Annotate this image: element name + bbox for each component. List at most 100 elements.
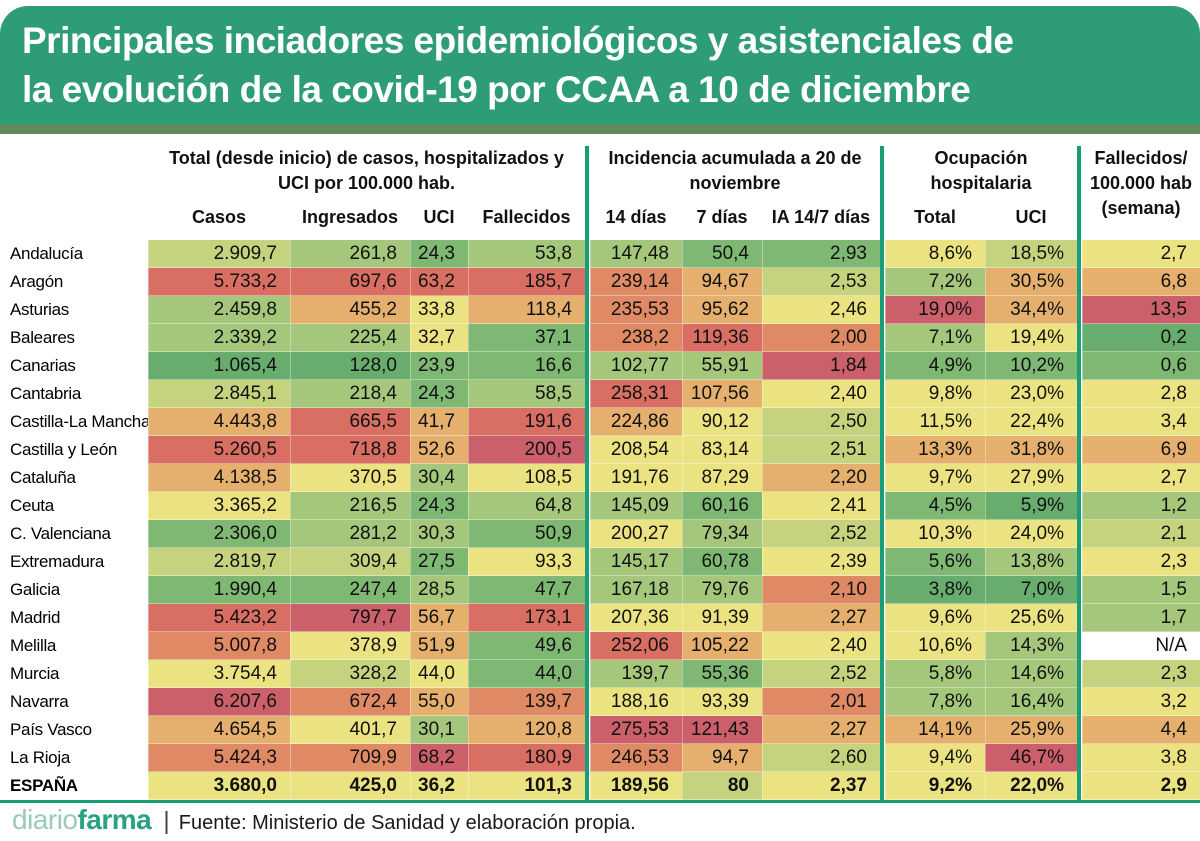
table-cell: 13,3%: [885, 436, 985, 464]
table-cell: 34,4%: [985, 296, 1077, 324]
table-cell: 10,6%: [885, 632, 985, 660]
table-cell: 218,4: [290, 380, 410, 408]
group-separator-line: [1077, 146, 1081, 800]
table-cell: 37,1: [468, 324, 585, 352]
row-label: La Rioja: [10, 748, 70, 767]
column-group-header: Fallecidos/100.000 hab (semana): [1082, 146, 1200, 221]
table-cell: 139,7: [590, 660, 682, 688]
table-cell: 10,3%: [885, 520, 985, 548]
table-cell: 200,27: [590, 520, 682, 548]
table-cell: 167,18: [590, 576, 682, 604]
column-group-header-line: (semana): [1101, 198, 1181, 218]
table-cell: 258,31: [590, 380, 682, 408]
table-cell: 4,5%: [885, 492, 985, 520]
column-group-header-line: 100.000 hab: [1089, 173, 1193, 193]
table-cell: 370,5: [290, 464, 410, 492]
row-label: Melilla: [10, 636, 57, 655]
table-cell: 2,27: [762, 604, 880, 632]
table-cell: 9,8%: [885, 380, 985, 408]
table-cell: 11,5%: [885, 408, 985, 436]
table-cell: 107,56: [682, 380, 762, 408]
table-cell: 50,9: [468, 520, 585, 548]
table-cell: 108,5: [468, 464, 585, 492]
table-cell: 56,7: [410, 604, 468, 632]
row-label: Murcia: [10, 664, 60, 683]
table-cell: 173,1: [468, 604, 585, 632]
column-group-header-line: UCI por 100.000 hab.: [277, 173, 456, 193]
table-cell: 238,2: [590, 324, 682, 352]
table-cell: 93,3: [468, 548, 585, 576]
table-cell: 1,5: [1082, 576, 1200, 604]
table-cell: 2,20: [762, 464, 880, 492]
table-cell: 18,5%: [985, 240, 1077, 268]
row-label: Cataluña: [10, 468, 76, 487]
column-header: UCI: [1015, 207, 1047, 227]
table-cell: 24,0%: [985, 520, 1077, 548]
table-cell: 2,39: [762, 548, 880, 576]
table-cell: 2.459,8: [148, 296, 290, 324]
table-cell: 3,8: [1082, 744, 1200, 772]
table-cell: 2.819,7: [148, 548, 290, 576]
table-cell: 105,22: [682, 632, 762, 660]
table-cell: 239,14: [590, 268, 682, 296]
table-cell: 3,2: [1082, 688, 1200, 716]
table-cell: 2,3: [1082, 660, 1200, 688]
table-cell: N/A: [1082, 632, 1200, 660]
column-header: Fallecidos: [482, 207, 571, 227]
table-cell: 145,17: [590, 548, 682, 576]
table-cell: 14,3%: [985, 632, 1077, 660]
table-cell: 28,5: [410, 576, 468, 604]
table-cell: 4.654,5: [148, 716, 290, 744]
table-cell: 10,2%: [985, 352, 1077, 380]
table-cell: 91,39: [682, 604, 762, 632]
table-cell: 2,40: [762, 380, 880, 408]
table-cell: 119,36: [682, 324, 762, 352]
table-cell: 44,0: [468, 660, 585, 688]
row-label: Ceuta: [10, 496, 54, 515]
group-separator-line: [585, 146, 589, 800]
table-cell: 90,12: [682, 408, 762, 436]
heatmap-table: Total (desde inicio) de casos, hospitali…: [0, 140, 1200, 808]
banner-underline-strip: [0, 124, 1200, 134]
table-cell: 79,76: [682, 576, 762, 604]
table-cell: 13,8%: [985, 548, 1077, 576]
table-cell: 709,9: [290, 744, 410, 772]
column-header: Total: [914, 207, 956, 227]
table-cell: 180,9: [468, 744, 585, 772]
table-cell: 5.423,2: [148, 604, 290, 632]
row-label: Navarra: [10, 692, 69, 711]
table-cell: 4.138,5: [148, 464, 290, 492]
page-title: Principales inciadores epidemiológicos y…: [0, 6, 1200, 114]
group-separator-line: [880, 146, 884, 800]
table-cell: 2,53: [762, 268, 880, 296]
table-cell: 191,76: [590, 464, 682, 492]
table-cell: 235,53: [590, 296, 682, 324]
diariofarma-logo-bold: farma: [77, 804, 152, 835]
table-cell: 145,09: [590, 492, 682, 520]
column-header: Ingresados: [301, 207, 399, 227]
table-cell: 30,5%: [985, 268, 1077, 296]
table-cell: 1.990,4: [148, 576, 290, 604]
table-cell: 79,34: [682, 520, 762, 548]
table-cell: 401,7: [290, 716, 410, 744]
table-cell: 101,3: [468, 772, 585, 800]
table-cell: 9,7%: [885, 464, 985, 492]
table-cell: 95,62: [682, 296, 762, 324]
table-cell: 63,2: [410, 268, 468, 296]
row-label: País Vasco: [10, 720, 92, 739]
table-cell: 2,41: [762, 492, 880, 520]
table-cell: 60,78: [682, 548, 762, 576]
column-header: IA 14/7 días: [771, 207, 871, 227]
table-cell: 36,2: [410, 772, 468, 800]
table-cell: 4.443,8: [148, 408, 290, 436]
table-cell: 24,3: [410, 240, 468, 268]
table-cell: 9,6%: [885, 604, 985, 632]
row-label: Castilla y León: [10, 440, 118, 459]
row-label: Aragón: [10, 272, 64, 291]
table-cell: 22,0%: [985, 772, 1077, 800]
table-cell: 697,6: [290, 268, 410, 296]
table-cell: 30,1: [410, 716, 468, 744]
table-cell: 25,6%: [985, 604, 1077, 632]
table-cell: 425,0: [290, 772, 410, 800]
column-group-header: Incidencia acumulada a 20 de noviembre: [590, 146, 880, 196]
